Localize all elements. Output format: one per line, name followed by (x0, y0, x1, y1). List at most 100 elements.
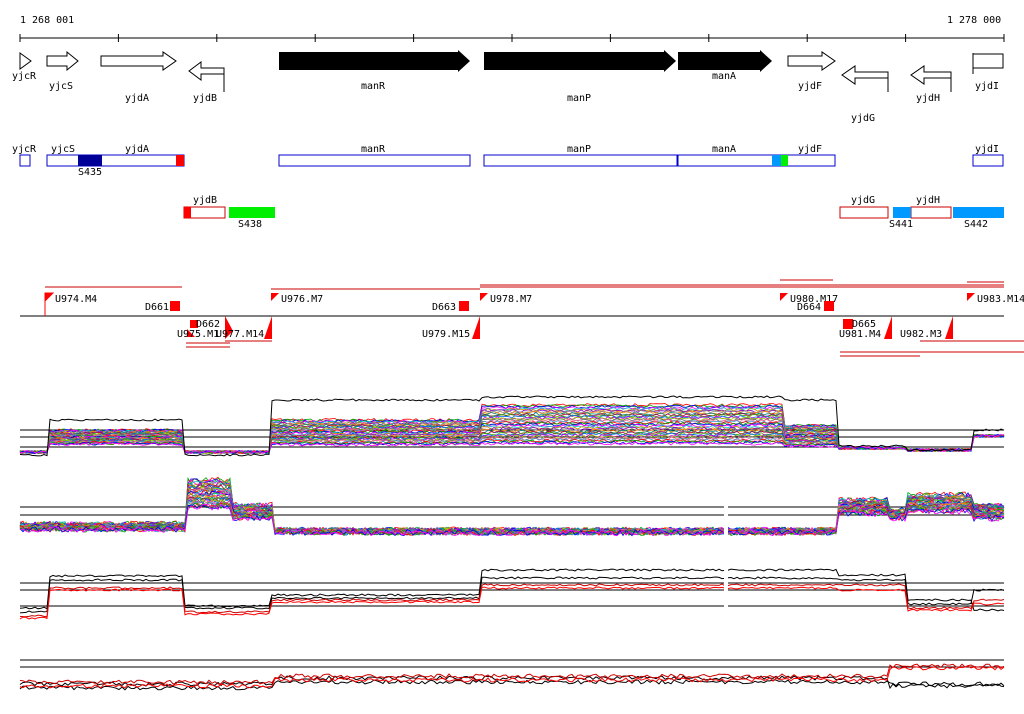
upshift-flag-U977[interactable] (225, 316, 233, 339)
downshift-label-D661: D661 (145, 302, 169, 313)
minus-strand-track: yjdB yjdG yjdH S438 S441 S442 (183, 195, 1004, 230)
gene-arrow-yjdG[interactable] (841, 65, 889, 85)
expression-series (19, 665, 1005, 689)
downshift-label-D662: D662 (196, 319, 220, 330)
feature-box-manA-yjdF[interactable] (677, 154, 836, 167)
gene-arrow-yjcR[interactable] (19, 52, 32, 70)
upshift-flag-U980[interactable] (780, 293, 788, 316)
track-gene-label-manA: manA (712, 144, 736, 155)
expression-series (19, 586, 1005, 620)
gene-label-yjdF: yjdF (798, 81, 822, 92)
data-gap (724, 500, 728, 550)
upshift-flag-U975[interactable] (187, 316, 195, 337)
segment-label-S435: S435 (78, 167, 102, 178)
downshift-marker-D664[interactable] (824, 301, 834, 311)
upshift-label-U974: U974.M4 (55, 294, 97, 305)
marker-yjdB-start (184, 207, 191, 218)
upshift-label-U980: U980.M17 (790, 294, 838, 305)
track-gene-label-yjdB: yjdB (193, 195, 217, 206)
segment-S441[interactable] (893, 207, 911, 218)
shift-track: U974.M4 U975.M1 U976.M7 U977.M14 U978.M7… (20, 279, 1024, 357)
track-gene-label-yjcS: yjcS (51, 144, 75, 155)
track-gene-label-yjcR: yjcR (12, 144, 37, 155)
feature-box-yjcR[interactable] (19, 154, 31, 167)
gene-arrow-manP[interactable] (484, 50, 676, 72)
expression-series (19, 395, 1005, 457)
gene-arrow-manA[interactable] (678, 50, 772, 72)
downshift-marker-D661[interactable] (170, 301, 180, 311)
track-gene-label-yjdA: yjdA (125, 144, 149, 155)
expression-series (19, 434, 1005, 454)
segment-S435[interactable] (78, 155, 102, 166)
gene-label-yjcR: yjcR (12, 71, 37, 82)
upshift-label-U978: U978.M7 (490, 294, 532, 305)
expression-series (19, 503, 1005, 537)
expression-series (19, 679, 1005, 691)
upshift-flag-U978[interactable] (480, 293, 488, 316)
upshift-label-U982: U982.M3 (900, 329, 942, 340)
track-gene-label-yjdG: yjdG (851, 195, 875, 206)
track-gene-label-yjdI: yjdI (975, 144, 999, 155)
gene-arrow-yjdF[interactable] (787, 51, 836, 71)
upshift-flag-U982[interactable] (945, 316, 953, 339)
coordinate-axis: 1 268 001 1 278 000 (19, 15, 1005, 42)
track-gene-label-manR: manR (361, 144, 386, 155)
gene-label-yjdA: yjdA (125, 93, 149, 104)
gene-arrow-yjdB[interactable] (188, 61, 225, 81)
gene-arrow-manR[interactable] (279, 50, 470, 72)
gene-arrow-yjcS[interactable] (46, 50, 79, 72)
expression-panel-reference-minus (19, 659, 1005, 691)
downshift-marker-D665[interactable] (843, 319, 853, 329)
upshift-label-U979: U979.M15 (422, 329, 470, 340)
marker-yjdA-end (176, 155, 184, 166)
upshift-flag-U983[interactable] (967, 293, 975, 316)
upshift-label-U975: U975.M1 (177, 329, 219, 340)
gene-arrow-yjdH[interactable] (910, 65, 952, 85)
track-gene-label-yjdF: yjdF (798, 144, 822, 155)
gene-label-manR: manR (361, 81, 386, 92)
upshift-label-U976: U976.M7 (281, 294, 323, 305)
feature-box-yjcS-yjdA[interactable] (46, 154, 185, 167)
downshift-marker-D662[interactable] (190, 320, 198, 328)
expression-panel-minus-strand (19, 476, 1005, 550)
track-gene-label-yjdH: yjdH (916, 195, 940, 206)
upshift-label-U983: U983.M14 (977, 294, 1024, 305)
gene-label-yjdH: yjdH (916, 93, 940, 104)
gene-label-yjdG: yjdG (851, 113, 875, 124)
downshift-label-D665: D665 (852, 319, 876, 330)
segment-label-S438: S438 (238, 219, 262, 230)
gene-label-yjdB: yjdB (193, 93, 217, 104)
data-gap (724, 565, 728, 610)
segment-S442[interactable] (953, 207, 1004, 218)
gene-label-manA: manA (712, 71, 736, 82)
segment-S438[interactable] (229, 207, 275, 218)
plus-strand-track: yjcR yjcS yjdA manR manP manA yjdF yjdI … (12, 144, 1004, 178)
upshift-flag-U976[interactable] (271, 293, 279, 316)
feature-box-yjdG[interactable] (839, 206, 889, 219)
feature-box-manP[interactable] (483, 154, 678, 167)
feature-box-manR[interactable] (278, 154, 471, 167)
track-gene-label-manP: manP (567, 144, 591, 155)
segment-label-S441: S441 (889, 219, 913, 230)
expression-series (19, 663, 1005, 685)
upshift-label-U977: U977.M14 (216, 329, 264, 340)
expression-series (19, 434, 1005, 454)
upshift-flag-U981[interactable] (884, 316, 892, 339)
expression-panel-reference-plus (19, 565, 1005, 620)
feature-box-yjdI[interactable] (972, 154, 1004, 167)
downshift-label-D663: D663 (432, 302, 456, 313)
gene-arrow-yjdA[interactable] (100, 51, 177, 71)
feature-box-yjdH[interactable] (910, 206, 952, 219)
upshift-flag-U974[interactable] (44, 292, 55, 316)
expression-series (19, 404, 1005, 454)
expression-series (19, 576, 1005, 614)
expression-panel-plus-strand (19, 395, 1005, 457)
segment-manA-light (772, 155, 781, 166)
expression-series (19, 504, 1005, 537)
downshift-label-D664: D664 (797, 302, 821, 313)
gene-arrow-yjdI[interactable] (973, 53, 1004, 69)
downshift-marker-D663[interactable] (459, 301, 469, 311)
gene-label-manP: manP (567, 93, 591, 104)
upshift-flag-U979[interactable] (472, 316, 480, 339)
